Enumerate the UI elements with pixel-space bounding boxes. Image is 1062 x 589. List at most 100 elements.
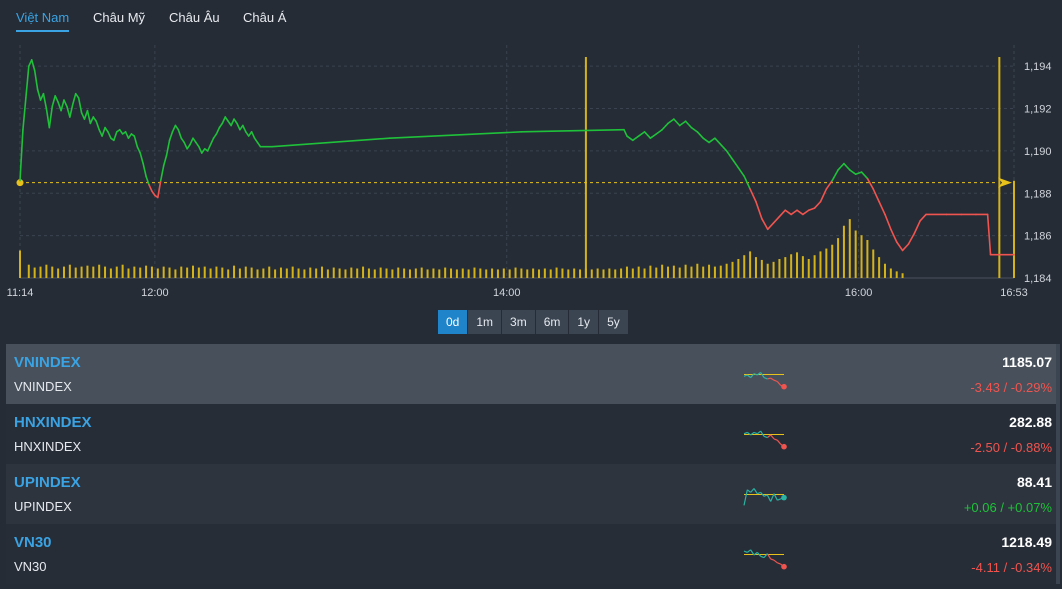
- volume-bar: [754, 257, 757, 278]
- volume-bar: [74, 267, 77, 278]
- index-list: VNINDEX VNINDEX 1185.07 -3.43 / -0.29% H…: [6, 344, 1056, 584]
- volume-bar: [684, 264, 687, 278]
- index-row[interactable]: UPINDEX UPINDEX 88.41 +0.06 / +0.07%: [6, 464, 1056, 524]
- sparkline-segment: [777, 498, 781, 501]
- sparkline-segment: [760, 372, 765, 378]
- price-line-segment: [71, 92, 77, 106]
- sparkline-end-dot: [781, 494, 787, 501]
- tab-chau-au[interactable]: Châu Âu: [169, 10, 220, 25]
- volume-bar: [901, 273, 904, 278]
- sparkline-segment: [766, 553, 772, 560]
- sparkline-segment: [770, 377, 775, 381]
- volume-bar: [391, 269, 394, 278]
- volume-bar: [109, 268, 112, 278]
- volume-bar: [502, 268, 505, 278]
- index-code[interactable]: VN30: [14, 534, 52, 551]
- range-button-0d[interactable]: 0d: [438, 310, 469, 334]
- sparkline-segment: [760, 492, 765, 497]
- price-line-segment: [177, 128, 183, 139]
- index-code[interactable]: HNXINDEX: [14, 414, 92, 431]
- sparkline: [743, 430, 787, 450]
- index-name: VNINDEX: [14, 379, 72, 394]
- range-button-3m[interactable]: 3m: [502, 310, 536, 334]
- price-line-segment: [878, 200, 886, 216]
- sparkline-end-dot: [781, 443, 787, 450]
- volume-bar: [678, 267, 681, 278]
- volume-bar: [655, 267, 658, 278]
- price-line-segment: [236, 122, 241, 131]
- sparkline-segment: [773, 493, 778, 501]
- volume-bar: [561, 268, 564, 278]
- volume-bar: [338, 268, 341, 278]
- price-line-segment: [719, 143, 728, 152]
- sparkline-segment: [760, 430, 765, 437]
- index-code[interactable]: UPINDEX: [14, 474, 81, 491]
- price-line-segment: [69, 103, 74, 118]
- volume-bar: [778, 259, 781, 278]
- price-line-segment: [253, 137, 259, 144]
- index-value: 1218.49: [1001, 534, 1052, 550]
- tab-chau-my[interactable]: Châu Mỹ: [93, 10, 146, 25]
- volume-bar: [432, 268, 435, 278]
- volume-bar: [45, 264, 48, 278]
- volume-bar: [244, 266, 247, 278]
- range-button-6m[interactable]: 6m: [535, 310, 570, 334]
- list-scrollbar[interactable]: [1056, 344, 1060, 584]
- volume-bar: [819, 251, 822, 278]
- volume-bar: [667, 266, 670, 278]
- price-line-segment: [30, 59, 36, 72]
- volume-bar: [191, 265, 194, 278]
- tab-chau-a[interactable]: Châu Á: [243, 10, 287, 25]
- price-line-segment: [637, 131, 646, 137]
- volume-bar: [180, 266, 183, 278]
- sparkline-segment: [753, 431, 758, 435]
- volume-bar: [98, 264, 101, 278]
- sparkline-segment: [763, 553, 768, 558]
- price-line-segment: [142, 162, 147, 178]
- volume-bar: [262, 268, 265, 278]
- volume-bar: [895, 271, 898, 278]
- volume-bar: [825, 248, 828, 278]
- volume-bar: [162, 266, 165, 278]
- price-line-segment: [895, 241, 904, 252]
- volume-bar: [139, 267, 142, 278]
- volume-bar: [883, 263, 886, 278]
- price-line-segment: [790, 209, 798, 216]
- volume-bar: [496, 269, 499, 278]
- volume-bar: [831, 244, 834, 278]
- volume-bar: [367, 268, 370, 278]
- y-tick-label: 1,194: [1024, 61, 1052, 73]
- price-line-segment: [837, 162, 845, 171]
- price-line-segment: [22, 97, 27, 131]
- y-tick-label: 1,190: [1024, 146, 1052, 158]
- price-line-segment: [388, 131, 523, 139]
- price-line-segment: [684, 120, 693, 129]
- price-line-segment: [520, 128, 625, 133]
- range-button-1m[interactable]: 1m: [468, 310, 503, 334]
- range-button-5y[interactable]: 5y: [599, 310, 629, 334]
- sparkline-segment: [766, 434, 772, 439]
- sparkline-segment: [763, 435, 768, 439]
- price-line-segment: [200, 147, 206, 154]
- price-line-segment: [678, 120, 687, 127]
- range-button-1y[interactable]: 1y: [569, 310, 600, 334]
- index-row[interactable]: VNINDEX VNINDEX 1185.07 -3.43 / -0.29%: [6, 344, 1056, 404]
- reference-marker: [16, 179, 24, 187]
- index-code[interactable]: VNINDEX: [14, 354, 81, 371]
- volume-bar: [508, 269, 511, 278]
- volume-bar: [602, 269, 605, 278]
- volume-bar: [233, 265, 236, 278]
- price-line-segment: [98, 128, 103, 137]
- volume-bar: [596, 268, 599, 278]
- volume-bar: [643, 268, 646, 278]
- price-line-segment: [183, 141, 188, 150]
- volume-bar: [479, 268, 482, 278]
- sparkline-segment: [750, 549, 755, 556]
- index-row[interactable]: VN30 VN30 1218.49 -4.11 / -0.34%: [6, 524, 1056, 584]
- price-line-segment: [784, 209, 792, 216]
- index-row[interactable]: HNXINDEX HNXINDEX 282.88 -2.50 / -0.88%: [6, 404, 1056, 464]
- sparkline-segment: [760, 555, 765, 559]
- tab-viet-nam[interactable]: Việt Nam: [16, 10, 70, 32]
- index-value: 282.88: [1009, 414, 1052, 430]
- price-line-segment: [86, 109, 92, 125]
